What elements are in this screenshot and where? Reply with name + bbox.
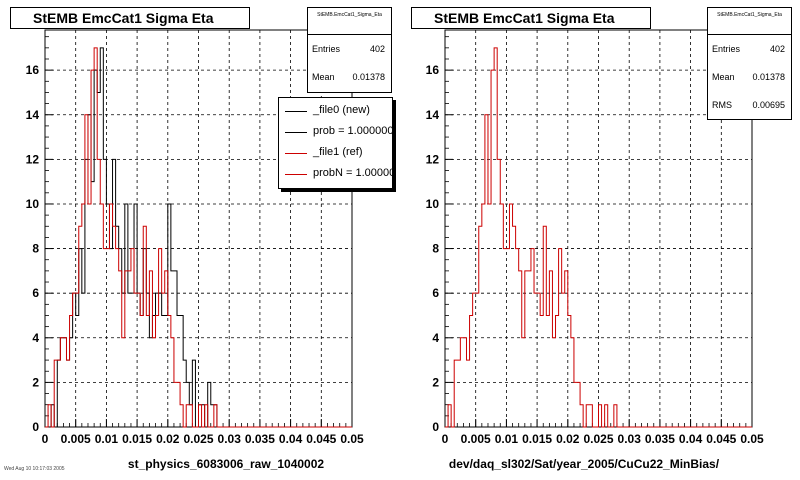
legend-label-ref: _file1 (ref) (313, 146, 363, 158)
panel1-y-tick-label: 10 (26, 197, 40, 211)
legend-label-new: _file0 (new) (313, 104, 370, 116)
panel2-mean-label: Mean (712, 72, 735, 82)
panel2-title: StEMB EmcCat1 Sigma Eta (411, 7, 651, 29)
panel1-x-tick-label: 0.02 (156, 432, 180, 446)
legend-entry-new: _file0 (new) (279, 100, 392, 121)
panel2-mean-value: 0.01378 (752, 72, 785, 82)
panel1-x-tick-label: 0.025 (183, 432, 213, 446)
panel2-y-tick-label: 2 (432, 375, 439, 389)
legend-line-new (285, 111, 307, 112)
panel1-stats-box: StEMB.EmcCat1_Sigma_Eta Entries 402 Mean… (307, 7, 392, 93)
panel1-mean-value: 0.01378 (352, 72, 385, 82)
panel2-entries-label: Entries (712, 44, 741, 54)
panel1-y-tick-label: 14 (26, 108, 40, 122)
legend-line-probn (285, 174, 307, 175)
panel2-y-tick-label: 0 (432, 420, 439, 434)
panel2-x-tick-label: 0.04 (679, 432, 703, 446)
panel2-x-tick-label: 0.005 (461, 432, 491, 446)
panel2-y-tick-label: 14 (426, 108, 440, 122)
panel2-y-tick-label: 16 (426, 63, 440, 77)
panel2-x-tick-label: 0 (442, 432, 449, 446)
panel1-x-tick-label: 0.035 (245, 432, 275, 446)
panel2-y-tick-label: 12 (426, 152, 440, 166)
panel1-x-tick-label: 0.015 (122, 432, 152, 446)
panel2-stats-rms-row: RMS 0.00695 (708, 91, 791, 119)
panel2-rms-value: 0.00695 (752, 100, 785, 110)
panel2-stats-box: StEMB.EmcCat1_Sigma_Eta Entries 402 Mean… (707, 7, 792, 120)
panel1-x-tick-label: 0.005 (61, 432, 91, 446)
legend-entry-prob: prob = 1.000000 (279, 121, 392, 142)
panel1-x-tick-label: 0.03 (218, 432, 242, 446)
panel2-x-tick-label: 0.015 (522, 432, 552, 446)
panel2-rms-label: RMS (712, 100, 732, 110)
panel2-x-tick-label: 0.03 (618, 432, 642, 446)
panel2-x-tick-label: 0.02 (556, 432, 580, 446)
panel2-x-tick-label: 0.035 (645, 432, 675, 446)
panel1-stats-name: StEMB.EmcCat1_Sigma_Eta (308, 8, 391, 35)
panel2-entries-value: 402 (769, 44, 785, 54)
panel2-stats-name: StEMB.EmcCat1_Sigma_Eta (708, 8, 791, 35)
panel1-y-tick-label: 0 (32, 420, 39, 434)
panel1-entries-label: Entries (312, 44, 341, 54)
panel2-y-tick-label: 8 (432, 242, 439, 256)
panel2-x-tick-label: 0.05 (740, 432, 764, 446)
panel1-y-tick-label: 12 (26, 152, 40, 166)
panel2-x-tick-label: 0.025 (583, 432, 613, 446)
panel1-x-tick-label: 0.01 (95, 432, 119, 446)
timestamp-footer: Wed Aug 10 10:17:03 2005 (4, 466, 65, 472)
legend-line-prob (285, 132, 307, 133)
panel1-x-tick-label: 0.04 (279, 432, 303, 446)
panel1-y-tick-label: 4 (32, 331, 39, 345)
panel1-x-tick-label: 0.045 (306, 432, 336, 446)
panel2-stats-entries-row: Entries 402 (708, 35, 791, 63)
panel2-y-tick-label: 6 (432, 286, 439, 300)
panel2-y-tick-label: 10 (426, 197, 440, 211)
panel2-x-axis-label: dev/daq_sl302/Sat/year_2005/CuCu22_MinBi… (449, 457, 720, 471)
panel1-y-tick-label: 16 (26, 63, 40, 77)
panel1-x-tick-label: 0.05 (340, 432, 364, 446)
panel1-entries-value: 402 (369, 44, 385, 54)
panel1-stats-entries-row: Entries 402 (308, 35, 391, 63)
panel2-x-tick-label: 0.01 (495, 432, 519, 446)
legend-label-probn: probN = 1.000000 (313, 167, 393, 179)
panel1-stats-mean-row: Mean 0.01378 (308, 63, 391, 91)
panel1-x-axis-label: st_physics_6083006_raw_1040002 (128, 457, 324, 471)
panel1-y-tick-label: 6 (32, 286, 39, 300)
legend-entry-ref: _file1 (ref) (279, 142, 392, 163)
panel2-x-tick-label: 0.045 (706, 432, 736, 446)
panel1-title: StEMB EmcCat1 Sigma Eta (10, 7, 250, 29)
legend-line-ref (285, 153, 307, 154)
panel1-y-tick-label: 2 (32, 375, 39, 389)
panel1-series-2-histogram (45, 47, 352, 428)
panel1-mean-label: Mean (312, 72, 335, 82)
legend-label-prob: prob = 1.000000 (313, 125, 393, 137)
panel2-y-tick-label: 4 (432, 331, 439, 345)
panel2-series-1-histogram (445, 47, 752, 428)
legend-entry-probn: probN = 1.000000 (279, 163, 392, 184)
panel1-y-tick-label: 8 (32, 242, 39, 256)
panel1-legend: _file0 (new) prob = 1.000000 _file1 (ref… (278, 97, 393, 189)
panel1-x-tick-label: 0 (42, 432, 49, 446)
panel2-stats-mean-row: Mean 0.01378 (708, 63, 791, 91)
